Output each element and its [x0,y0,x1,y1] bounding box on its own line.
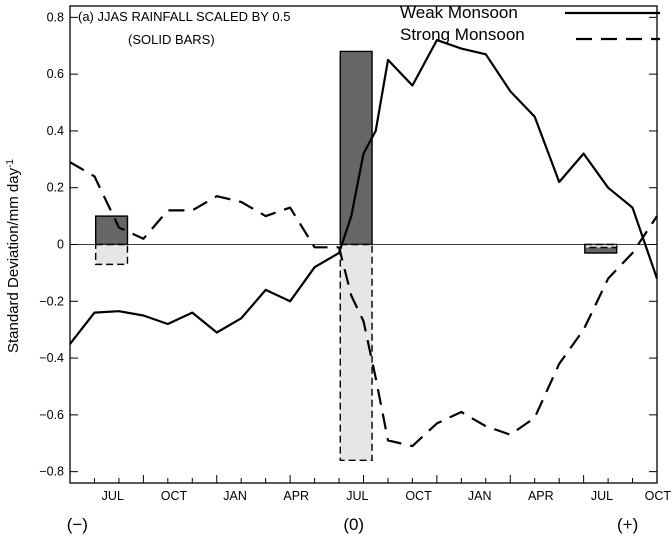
x-tick-label: OCT [645,489,672,503]
x-tick-label: JUL [346,489,368,503]
x-tick-label: APR [528,489,554,503]
bar-strong-0 [94,243,129,266]
y-tick-label: 0 [57,238,64,252]
series-line-weak [69,38,659,345]
legend-label-weak: Weak Monsoon [400,3,518,22]
bar-strong-2 [584,243,618,249]
year-marker-label: (−) [67,515,88,534]
x-tick-label: APR [283,489,309,503]
bars-layer [94,50,618,461]
chart-subtitle: (SOLID BARS) [128,32,215,47]
x-tick-label: JUL [102,489,124,503]
y-tick-label: 0.8 [47,10,64,24]
bar-strong-1 [339,243,373,461]
x-tick-label: JAN [468,489,492,503]
y-tick-label: 0.6 [47,67,64,81]
chart-title: (a) JJAS RAINFALL SCALED BY 0.5 [78,9,290,24]
x-tick-label: JAN [223,489,247,503]
y-tick-label: −0.6 [39,408,64,422]
y-axis-title: Standard Deviation/mm day-1 [5,159,23,353]
y-tick-label: −0.8 [39,465,64,479]
y-tick-label: −0.2 [39,294,64,308]
series-line-strong [69,161,658,448]
y-tick-label: −0.4 [39,351,64,365]
x-axis: JUL OCT JAN APR JUL OCT JAN APR JUL OCT (−) (0) (+) [67,475,672,534]
year-marker-label: (0) [343,515,364,534]
y-tick-label: 0.2 [47,181,64,195]
year-marker-label: (+) [617,515,638,534]
legend-label-strong: Strong Monsoon [400,25,525,44]
x-tick-label: OCT [405,489,432,503]
x-tick-label: OCT [161,489,188,503]
y-axis: −0.8 −0.6 −0.4 −0.2 0 0.2 0.4 0.6 0.8 [39,10,657,479]
y-tick-label: 0.4 [47,124,64,138]
series-layer [69,38,659,448]
x-tick-label: JUL [591,489,613,503]
